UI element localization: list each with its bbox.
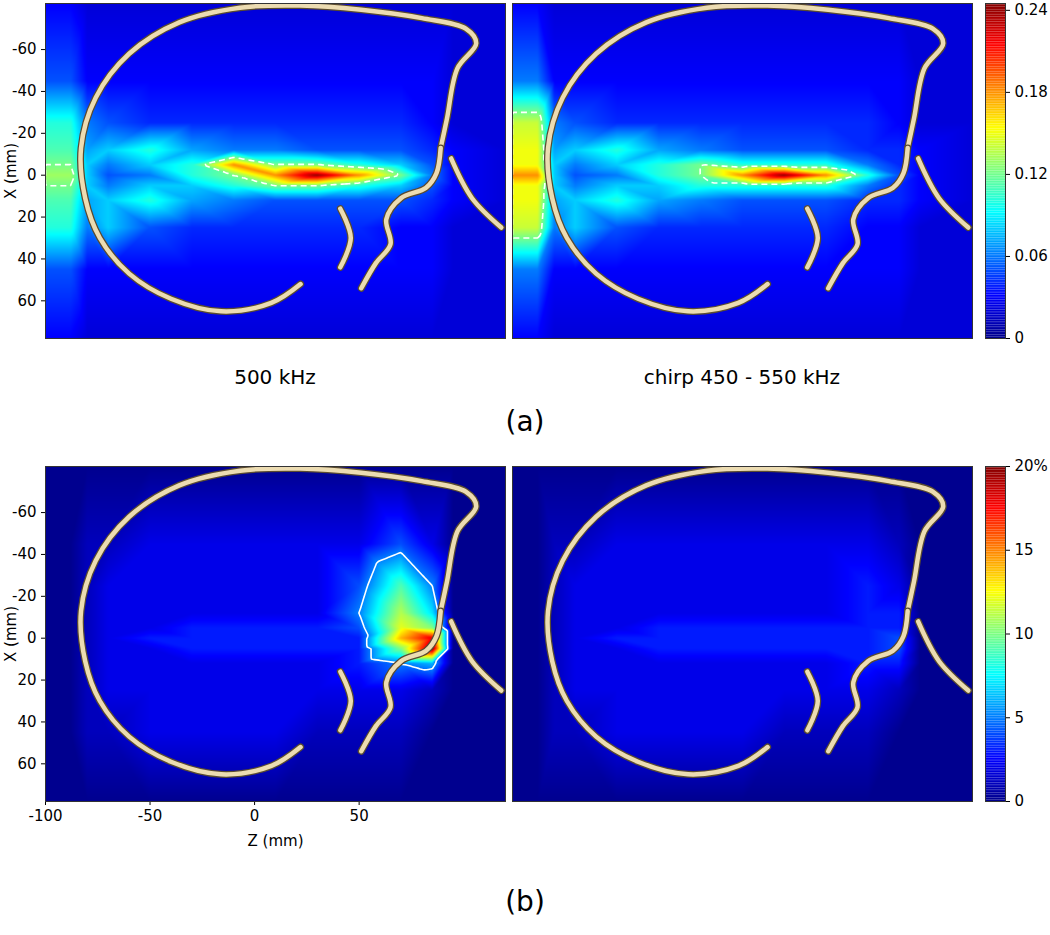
svg-text:-50: -50 — [138, 807, 163, 825]
svg-text:50: 50 — [350, 807, 369, 825]
svg-text:15: 15 — [1015, 541, 1034, 559]
svg-text:5: 5 — [1015, 709, 1025, 727]
svg-text:20: 20 — [17, 671, 36, 689]
svg-text:60: 60 — [17, 292, 36, 310]
svg-text:0: 0 — [1015, 329, 1025, 347]
svg-text:-60: -60 — [12, 503, 37, 521]
svg-text:0.06: 0.06 — [1015, 247, 1048, 265]
svg-text:Z (mm): Z (mm) — [248, 832, 304, 850]
svg-text:0: 0 — [27, 629, 37, 647]
svg-text:-40: -40 — [12, 545, 37, 563]
html-text:(a): (a) — [505, 405, 545, 438]
svg-text:20: 20 — [17, 208, 36, 226]
svg-text:0: 0 — [27, 166, 37, 184]
svg-text:X (mm): X (mm) — [2, 143, 20, 199]
html-text:500 kHz: 500 kHz — [234, 365, 316, 389]
svg-text:-20: -20 — [12, 124, 37, 142]
svg-text:20%: 20% — [1015, 457, 1048, 475]
svg-text:0.12: 0.12 — [1015, 165, 1048, 183]
svg-text:X (mm): X (mm) — [2, 606, 20, 662]
svg-text:60: 60 — [17, 755, 36, 773]
svg-text:0: 0 — [250, 807, 260, 825]
svg-text:0.24: 0.24 — [1015, 1, 1048, 19]
svg-text:10: 10 — [1015, 625, 1034, 643]
svg-text:0.18: 0.18 — [1015, 83, 1048, 101]
html-text:chirp 450 - 550 kHz: chirp 450 - 550 kHz — [643, 365, 841, 389]
svg-text:40: 40 — [17, 713, 36, 731]
svg-text:40: 40 — [17, 250, 36, 268]
svg-text:0: 0 — [1015, 792, 1025, 810]
html-text:(b): (b) — [505, 885, 545, 918]
svg-text:-100: -100 — [28, 807, 62, 825]
svg-text:-60: -60 — [12, 40, 37, 58]
svg-text:-40: -40 — [12, 82, 37, 100]
svg-text:-20: -20 — [12, 587, 37, 605]
